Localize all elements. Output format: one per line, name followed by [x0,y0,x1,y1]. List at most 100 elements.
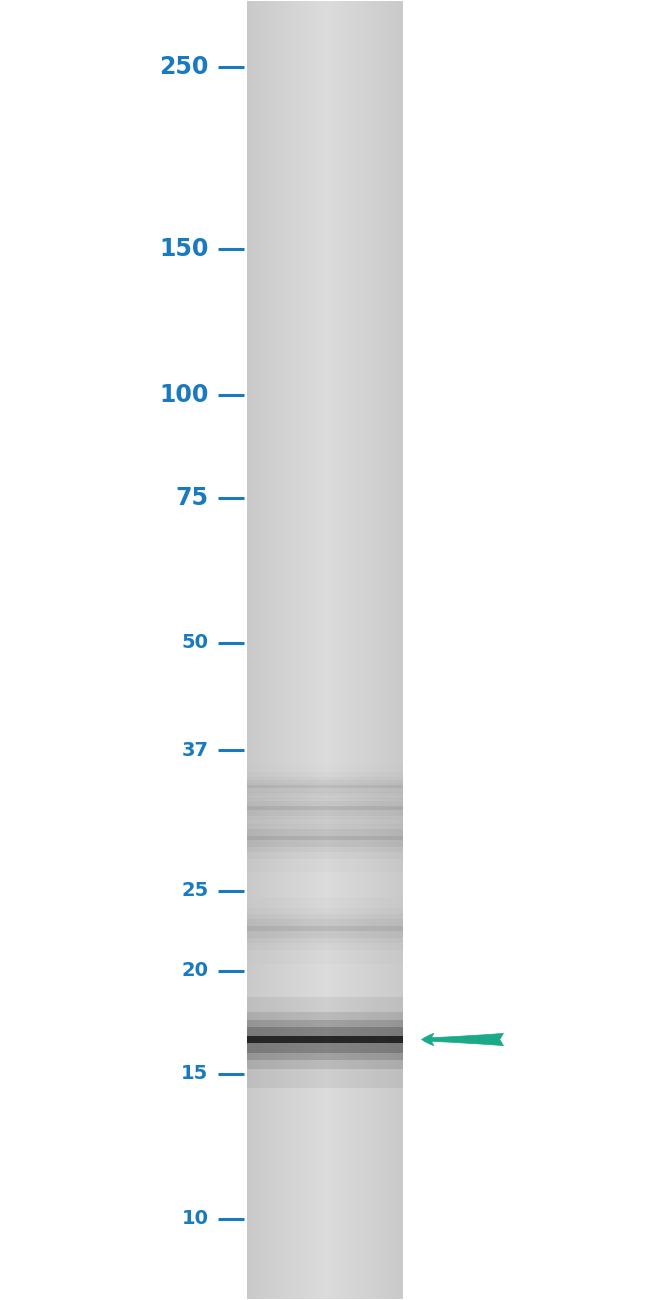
Text: 100: 100 [159,382,209,407]
Bar [248,909,402,950]
Bar [260,1,261,1299]
Bar [282,1,283,1299]
Bar [300,1,302,1299]
Bar [344,1,346,1299]
Bar [332,1,333,1299]
Bar [248,927,402,931]
Text: 150: 150 [159,238,209,261]
Bar [343,1,344,1299]
Bar [369,1,370,1299]
Bar [248,1,249,1299]
Text: 25: 25 [181,881,209,901]
Bar [347,1,348,1299]
Bar [334,1,335,1299]
Bar [322,1,324,1299]
Bar [248,806,402,871]
Bar [339,1,341,1299]
Bar [248,919,402,939]
Bar [259,1,260,1299]
Bar [296,1,298,1299]
Bar [400,1,401,1299]
Text: 20: 20 [181,961,209,980]
Bar [248,801,402,815]
Bar [280,1,281,1299]
Bar [326,1,328,1299]
Bar [257,1,259,1299]
Bar [391,1,393,1299]
Bar [248,1011,402,1070]
Bar [389,1,390,1299]
Bar [382,1,384,1299]
Bar [265,1,266,1299]
Bar [312,1,313,1299]
Bar [361,1,363,1299]
Bar [364,1,365,1299]
Bar [395,1,396,1299]
Bar [368,1,369,1299]
Bar [277,1,278,1299]
Bar [248,784,402,788]
Bar [316,1,317,1299]
Bar [294,1,295,1299]
Bar [356,1,358,1299]
Bar [309,1,311,1299]
Bar [248,836,402,840]
Bar [261,1,263,1299]
Text: 15: 15 [181,1065,209,1083]
Bar [324,1,325,1299]
Bar [248,780,402,793]
Bar [390,1,391,1299]
Bar [250,1,251,1299]
Bar [274,1,276,1299]
Bar [398,1,399,1299]
Bar [393,1,394,1299]
Bar [249,1,250,1299]
Bar [266,1,268,1299]
Bar [291,1,292,1299]
Bar [350,1,351,1299]
Bar [248,783,402,835]
Bar [304,1,306,1299]
Bar [363,1,364,1299]
Bar [302,1,303,1299]
Bar [303,1,304,1299]
Bar [380,1,381,1299]
Bar [381,1,382,1299]
Bar [329,1,330,1299]
Bar [359,1,360,1299]
Bar [308,1,309,1299]
Bar [384,1,385,1299]
Bar [333,1,334,1299]
Bar [252,1,254,1299]
Bar [248,914,402,942]
Bar [348,1,350,1299]
Bar [248,806,402,810]
Bar [313,1,315,1299]
Bar [299,1,300,1299]
Bar [248,824,402,852]
Bar [320,1,321,1299]
Bar [358,1,359,1299]
Bar [370,1,372,1299]
Bar [248,792,402,824]
Bar [256,1,257,1299]
Bar [346,1,347,1299]
Bar [338,1,339,1299]
Bar [354,1,355,1299]
Bar [248,828,402,848]
Bar [360,1,361,1299]
Bar [264,1,265,1299]
Bar [311,1,312,1299]
Bar [318,1,320,1299]
Text: 50: 50 [181,633,209,653]
Bar [273,1,274,1299]
Bar [315,1,316,1299]
Bar [289,1,290,1299]
Bar [386,1,387,1299]
Bar [295,1,296,1299]
Bar [248,1036,402,1043]
Bar [290,1,291,1299]
Bar [321,1,322,1299]
Bar [248,997,402,1088]
Bar [286,1,287,1299]
